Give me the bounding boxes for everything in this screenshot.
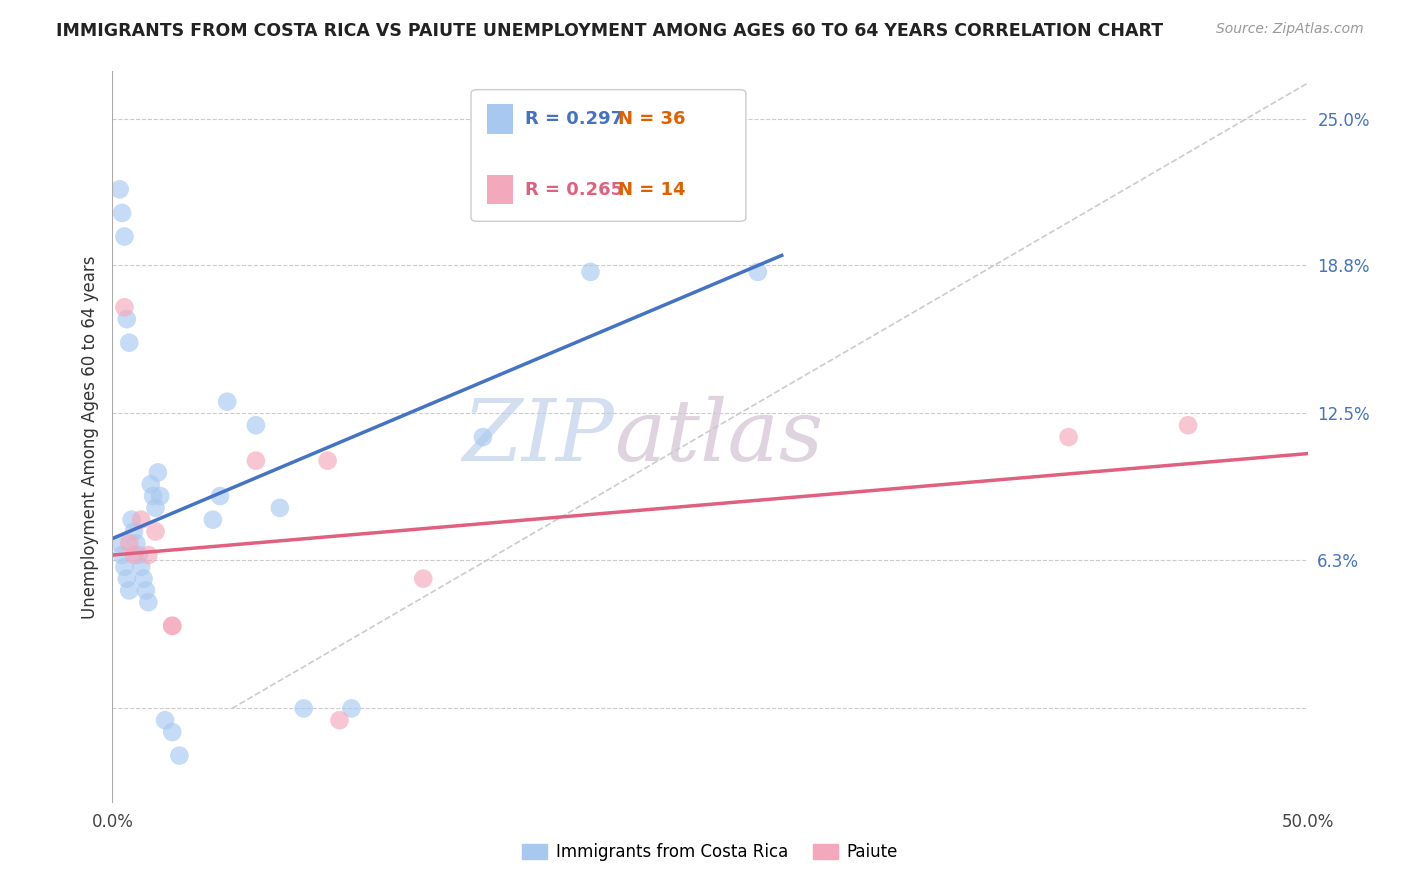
Point: [135, 583, 157, 598]
Point: [579, 265, 602, 279]
Text: ZIP: ZIP: [463, 396, 614, 478]
Point: [111, 206, 134, 220]
Point: [209, 489, 232, 503]
Point: [122, 524, 145, 539]
Y-axis label: Unemployment Among Ages 60 to 64 years: Unemployment Among Ages 60 to 64 years: [80, 255, 98, 619]
Point: [118, 583, 141, 598]
Point: [129, 559, 152, 574]
Point: [1057, 430, 1080, 444]
Text: N = 36: N = 36: [619, 110, 686, 128]
Point: [132, 572, 155, 586]
Point: [118, 536, 141, 550]
Point: [145, 500, 167, 515]
Point: [121, 513, 143, 527]
Point: [138, 595, 160, 609]
Point: [153, 713, 176, 727]
Point: [115, 312, 138, 326]
Text: R = 0.297: R = 0.297: [524, 110, 623, 128]
Point: [1177, 418, 1199, 433]
Point: [329, 713, 352, 727]
Text: R = 0.265: R = 0.265: [524, 181, 623, 199]
Point: [217, 394, 239, 409]
Point: [162, 619, 183, 633]
Point: [340, 701, 363, 715]
Point: [245, 418, 267, 433]
Point: [747, 265, 769, 279]
Point: [122, 548, 145, 562]
Point: [316, 453, 339, 467]
Point: [201, 513, 224, 527]
Point: [108, 182, 131, 196]
Point: [142, 489, 165, 503]
Point: [162, 619, 183, 633]
Point: [245, 453, 267, 467]
Text: IMMIGRANTS FROM COSTA RICA VS PAIUTE UNEMPLOYMENT AMONG AGES 60 TO 64 YEARS CORR: IMMIGRANTS FROM COSTA RICA VS PAIUTE UNE…: [56, 22, 1163, 40]
Text: N = 14: N = 14: [619, 181, 686, 199]
FancyBboxPatch shape: [471, 89, 747, 221]
Point: [111, 548, 134, 562]
Point: [139, 477, 162, 491]
Point: [114, 301, 135, 315]
Legend: Immigrants from Costa Rica, Paiute: Immigrants from Costa Rica, Paiute: [516, 837, 904, 868]
Point: [472, 430, 495, 444]
Point: [412, 572, 434, 586]
Point: [125, 536, 148, 550]
Point: [149, 489, 172, 503]
FancyBboxPatch shape: [486, 104, 513, 134]
Point: [114, 229, 135, 244]
Point: [115, 572, 138, 586]
Point: [114, 559, 135, 574]
Point: [146, 466, 169, 480]
Point: [269, 500, 291, 515]
Point: [292, 701, 315, 715]
Point: [138, 548, 160, 562]
Point: [128, 548, 150, 562]
Point: [108, 536, 131, 550]
Point: [118, 335, 141, 350]
Point: [129, 513, 152, 527]
Text: atlas: atlas: [614, 396, 824, 478]
Point: [162, 725, 183, 739]
Point: [169, 748, 191, 763]
Point: [145, 524, 167, 539]
Text: Source: ZipAtlas.com: Source: ZipAtlas.com: [1216, 22, 1364, 37]
FancyBboxPatch shape: [486, 175, 513, 204]
